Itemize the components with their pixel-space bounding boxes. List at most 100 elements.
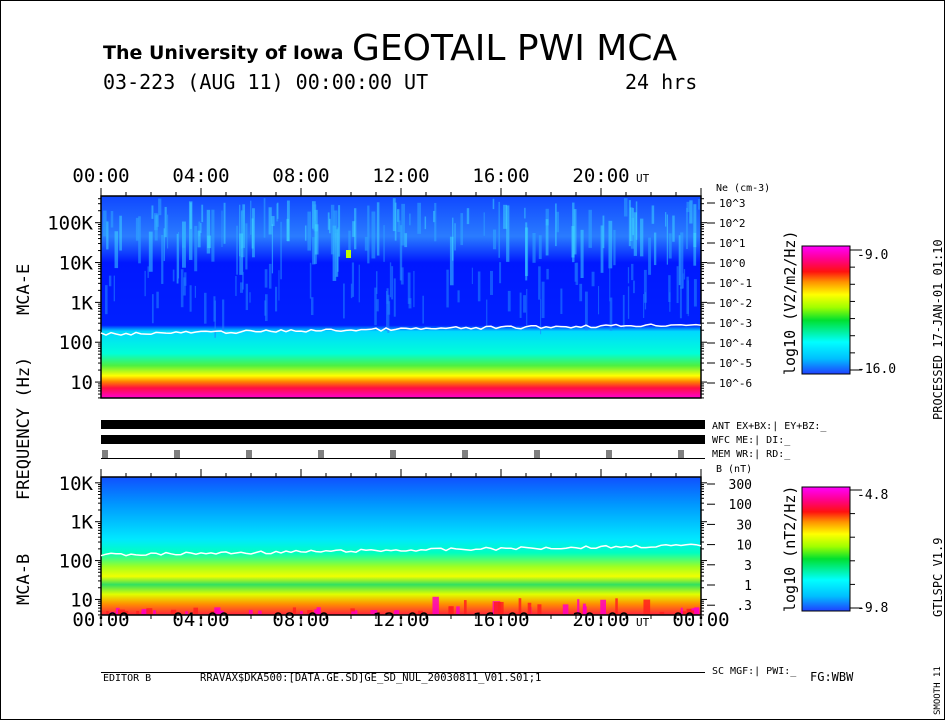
spectrogram-streak — [263, 198, 266, 238]
spectrogram-streak — [307, 610, 313, 614]
spectrogram-streak — [448, 606, 453, 614]
spectrogram-streak — [151, 205, 154, 219]
spectrogram-streak — [239, 233, 244, 275]
time-tick-label: 16:00 — [472, 165, 529, 187]
spectrogram-streak — [666, 214, 669, 265]
spectrogram-streak — [114, 231, 119, 269]
spectrogram-streak — [560, 288, 563, 314]
spectrogram-streak — [399, 225, 403, 281]
data-file-path: RRAVAX$DKA500:[DATA.GE.SD]GE_SD_NUL_2003… — [200, 672, 541, 684]
spectrogram-streak — [591, 271, 595, 287]
spectrogram-streak — [454, 223, 456, 251]
spectrogram-streak — [622, 294, 625, 329]
spectrogram-streak — [135, 217, 139, 241]
b-axis-tick-label: 300 — [729, 478, 752, 493]
spectrogram-streak — [407, 272, 411, 304]
time-tick-label: 04:00 — [172, 165, 229, 187]
processed-label: PROCESSED 17-JAN-01 01:10 — [931, 239, 945, 420]
spectrogram-streak — [572, 202, 575, 263]
spectrogram-streak — [668, 275, 671, 302]
spectrogram-streak — [562, 604, 569, 614]
spectrogram-streak — [640, 218, 644, 257]
spectrogram-streak — [686, 276, 689, 314]
spectrogram-streak — [613, 229, 616, 266]
spectrogram-streak — [582, 603, 586, 614]
spectrogram-streak — [110, 211, 114, 228]
spectrogram-streak — [525, 227, 529, 277]
spectrogram-streak — [185, 611, 188, 614]
time-tick-label: 04:00 — [172, 609, 229, 631]
spectrogram-streak — [271, 216, 275, 227]
frequency-tick-label: 10 — [70, 372, 93, 394]
spectrogram-streak — [351, 611, 355, 614]
spectrogram-streak — [352, 221, 356, 237]
spectrogram-streak — [156, 291, 159, 309]
spectrogram-streak — [193, 607, 199, 614]
spectrogram-streak — [393, 610, 397, 614]
b-axis-label: B (nT) — [716, 464, 752, 475]
spectrogram-streak — [268, 207, 272, 235]
spectrogram-streak — [198, 221, 201, 237]
duration: 24 hrs — [625, 70, 697, 94]
spectrogram-streak — [493, 601, 502, 614]
b-axis: 300 100 30 10 3 1 .3 — [707, 478, 752, 614]
spectrogram-streak — [249, 292, 251, 303]
frequency-tick-label: 1K — [70, 292, 93, 314]
spectrogram-streak — [466, 208, 470, 225]
spectrogram-streak — [332, 225, 337, 281]
spectrogram-streak — [507, 290, 511, 312]
spectrogram-streak — [676, 266, 679, 304]
spectrogram-streak — [404, 233, 408, 248]
spectrogram-streak — [588, 209, 592, 248]
spectrogram-streak — [584, 291, 588, 331]
spectrogram-streak — [194, 285, 196, 298]
spectrogram-streak — [486, 299, 488, 329]
frequency-tick-label: 10K — [59, 473, 94, 495]
spectrogram-streak — [182, 231, 186, 248]
spectrogram-streak — [608, 220, 613, 269]
spectrogram-streak — [119, 215, 122, 251]
frequency-tick-label: 10K — [59, 253, 94, 275]
wfc-status-bar — [101, 435, 705, 444]
spectrogram-streak — [532, 232, 536, 263]
b-axis-tick-label: 100 — [729, 498, 752, 513]
spectrogram-streak — [686, 207, 688, 250]
spectrogram-streak — [460, 213, 464, 246]
spectrogram-streak — [309, 262, 312, 299]
spectrogram-streak — [276, 203, 279, 222]
spectrogram-streak — [304, 225, 307, 241]
spectrogram-streak — [477, 271, 481, 302]
ant-status-bar — [101, 420, 705, 429]
spectrogram-streak — [413, 270, 415, 308]
spectrogram-streak — [147, 266, 149, 278]
spectrogram-streak — [524, 207, 526, 219]
spectrogram-streak — [573, 209, 577, 255]
spectrogram-streak — [648, 237, 652, 275]
ne-tick-label: 10^-1 — [719, 277, 752, 290]
spectrogram-streak — [180, 269, 184, 308]
spectrogram-streak — [395, 610, 400, 614]
spectrogram-streak — [519, 292, 522, 318]
spectrogram-streak — [103, 210, 107, 237]
spectrogram-streak — [456, 606, 460, 614]
spectrogram-streak — [348, 230, 351, 257]
ne-tick-label: 10^-5 — [719, 357, 752, 370]
mca-b-spectrogram — [100, 476, 702, 616]
b-axis-tick-label: 30 — [736, 518, 752, 533]
spectrogram-streak — [577, 599, 580, 614]
spectrogram-streak — [643, 294, 645, 318]
spectrogram-streak — [221, 210, 223, 247]
spectrogram-streak — [538, 235, 542, 259]
spectrogram-streak — [383, 225, 385, 262]
colorbar-e-min: -16.0 — [857, 362, 896, 377]
spectrogram-streak — [350, 608, 355, 614]
spectrogram-streak — [138, 216, 141, 264]
spectrogram-streak — [278, 270, 280, 301]
spectrogram-streak — [223, 202, 226, 244]
spectrogram-streak — [343, 283, 345, 319]
spectrogram-streak — [115, 607, 120, 614]
spectrogram-streak — [434, 202, 437, 242]
spectrogram-streak — [201, 204, 204, 223]
spectrogram-streak — [506, 205, 510, 262]
spectrogram-streak — [627, 286, 630, 319]
